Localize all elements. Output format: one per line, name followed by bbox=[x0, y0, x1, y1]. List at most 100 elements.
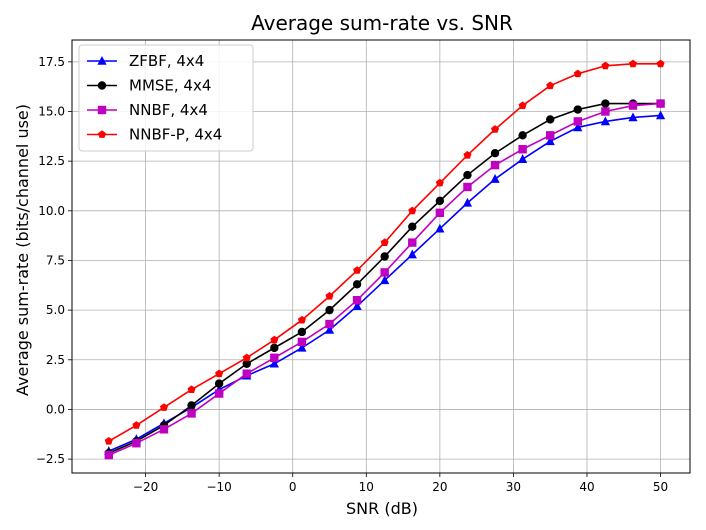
y-tick-label: 10.0 bbox=[38, 204, 65, 218]
legend-swatch-marker bbox=[97, 81, 107, 90]
data-point bbox=[269, 358, 279, 368]
y-tick-label: 0.0 bbox=[46, 402, 65, 416]
data-point bbox=[628, 101, 638, 110]
y-tick-label: 12.5 bbox=[38, 154, 65, 168]
y-tick-label: 17.5 bbox=[38, 55, 65, 69]
legend-label: MMSE, 4x4 bbox=[129, 77, 211, 95]
y-tick-label: 7.5 bbox=[46, 253, 65, 267]
data-point bbox=[600, 116, 610, 126]
data-point bbox=[518, 145, 527, 154]
data-point bbox=[491, 125, 500, 133]
x-tick-label: 0 bbox=[289, 480, 297, 494]
data-point bbox=[325, 319, 334, 329]
legend: ZFBF, 4x4 MMSE, 4x4 NNBF, 4x4 NNBF-P, 4x4 bbox=[78, 44, 254, 152]
data-point bbox=[435, 208, 445, 218]
data-point bbox=[656, 99, 665, 108]
data-point bbox=[573, 122, 583, 132]
data-point bbox=[215, 369, 224, 378]
data-point bbox=[628, 112, 638, 122]
data-point bbox=[380, 275, 390, 285]
data-point bbox=[187, 385, 196, 393]
data-point bbox=[214, 389, 224, 398]
data-point bbox=[546, 131, 555, 140]
plot-area-frame bbox=[71, 39, 691, 474]
data-point bbox=[242, 359, 251, 368]
y-tick-label: −2.5 bbox=[36, 452, 65, 466]
data-point bbox=[104, 450, 113, 460]
data-point bbox=[352, 301, 362, 310]
data-point bbox=[324, 324, 335, 334]
data-point bbox=[518, 131, 527, 140]
data-point bbox=[490, 174, 500, 183]
x-tick-label: 50 bbox=[653, 480, 668, 494]
data-point bbox=[463, 151, 472, 159]
y-axis-title: Average sum-rate (bits/channel use) bbox=[13, 104, 32, 396]
y-tick-label: 2.5 bbox=[46, 353, 65, 367]
x-axis-title: SNR (dB) bbox=[346, 499, 418, 518]
legend-swatch-marker bbox=[97, 105, 107, 115]
data-point bbox=[546, 81, 555, 90]
data-point bbox=[214, 379, 224, 388]
legend-label: ZFBF, 4x4 bbox=[129, 52, 204, 70]
data-point bbox=[270, 353, 279, 362]
data-point bbox=[463, 182, 472, 192]
legend-swatch-marker bbox=[98, 130, 106, 138]
data-point bbox=[297, 315, 306, 324]
data-point bbox=[270, 343, 279, 353]
data-point bbox=[352, 280, 362, 289]
data-point bbox=[656, 59, 665, 68]
data-point bbox=[352, 295, 362, 305]
data-point bbox=[104, 437, 113, 445]
data-point bbox=[490, 149, 500, 158]
data-point bbox=[325, 292, 334, 300]
legend-swatch-marker bbox=[97, 56, 107, 65]
data-point bbox=[601, 99, 610, 108]
data-point bbox=[655, 110, 666, 120]
data-point bbox=[132, 421, 141, 429]
data-point bbox=[546, 115, 555, 124]
x-tick-label: 20 bbox=[432, 480, 447, 494]
data-point bbox=[408, 222, 417, 231]
data-point bbox=[242, 353, 251, 362]
legend-label: NNBF-P, 4x4 bbox=[129, 126, 222, 144]
data-point bbox=[601, 107, 610, 116]
series-2 bbox=[104, 99, 665, 460]
data-point bbox=[380, 252, 389, 261]
data-point bbox=[518, 101, 527, 109]
axis-ticks: −20 −10 0 10 20 30 40 50 −2.5 0.0 2.5 5.0 7.5 10.0 12.… bbox=[36, 55, 668, 494]
data-point bbox=[187, 401, 196, 410]
data-point bbox=[573, 117, 583, 126]
data-point bbox=[353, 266, 362, 274]
series-3 bbox=[104, 59, 665, 445]
y-tick-label: 5.0 bbox=[46, 303, 65, 317]
data-point bbox=[380, 268, 389, 277]
data-point bbox=[408, 206, 417, 215]
data-point bbox=[435, 196, 445, 206]
data-point bbox=[297, 342, 307, 352]
x-tick-label: 10 bbox=[359, 480, 374, 494]
data-point bbox=[435, 178, 444, 187]
series-layer bbox=[104, 59, 666, 460]
x-tick-label: 40 bbox=[579, 480, 594, 494]
legend-box bbox=[78, 44, 254, 152]
data-point bbox=[490, 160, 500, 170]
data-point bbox=[159, 425, 169, 434]
data-point bbox=[628, 59, 637, 68]
chart-title: Average sum-rate vs. SNR bbox=[251, 11, 513, 35]
data-point bbox=[462, 197, 473, 207]
data-point bbox=[270, 335, 279, 344]
data-point bbox=[159, 403, 168, 411]
data-point bbox=[407, 249, 417, 259]
data-point bbox=[463, 170, 472, 180]
data-point bbox=[545, 136, 555, 146]
x-tick-label: −10 bbox=[206, 480, 231, 494]
data-point bbox=[573, 105, 583, 114]
data-point bbox=[242, 369, 251, 378]
data-point bbox=[573, 69, 582, 78]
data-point bbox=[297, 337, 307, 347]
data-point bbox=[380, 238, 389, 246]
data-point bbox=[132, 439, 141, 448]
x-tick-label: −20 bbox=[133, 480, 158, 494]
data-point bbox=[518, 154, 528, 163]
